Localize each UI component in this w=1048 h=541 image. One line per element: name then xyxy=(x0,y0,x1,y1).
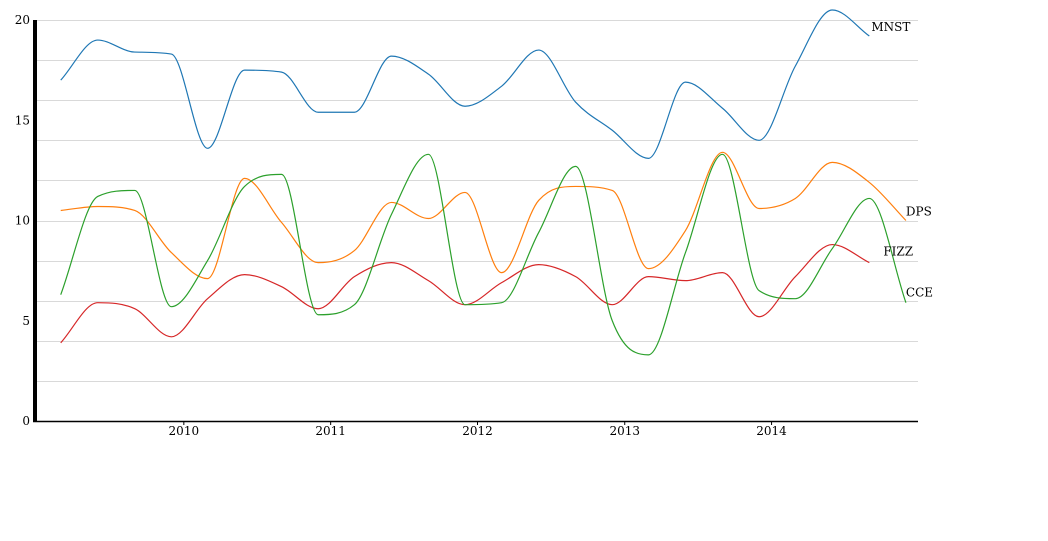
series-labels: MNST DPS FIZZ CCE xyxy=(871,20,933,300)
series-label-dps: DPS xyxy=(906,205,932,219)
series-label-fizz: FIZZ xyxy=(883,245,913,259)
grid xyxy=(37,20,918,382)
y-tick-label: 20 xyxy=(15,13,30,27)
y-tick-label: 15 xyxy=(15,113,30,127)
series-line-mnst xyxy=(60,9,870,159)
series-line-cce xyxy=(60,153,907,356)
series-line-dps xyxy=(60,151,907,280)
x-tick-label: 2013 xyxy=(609,424,640,438)
y-axis xyxy=(33,20,37,422)
x-tick-label: 2010 xyxy=(169,424,200,438)
series-lines xyxy=(60,9,907,356)
axes xyxy=(33,20,918,423)
series-label-cce: CCE xyxy=(906,286,933,300)
y-tick-label: 10 xyxy=(15,214,30,228)
y-tick-label: 5 xyxy=(22,314,30,328)
axis-ticks: 0 5 10 15 20 2010 2011 2012 2013 2014 xyxy=(15,13,787,438)
x-tick-label: 2012 xyxy=(462,424,493,438)
x-tick-label: 2014 xyxy=(756,424,787,438)
series-label-mnst: MNST xyxy=(871,20,910,34)
x-tick-label: 2011 xyxy=(315,424,346,438)
y-tick-label: 0 xyxy=(22,414,30,428)
